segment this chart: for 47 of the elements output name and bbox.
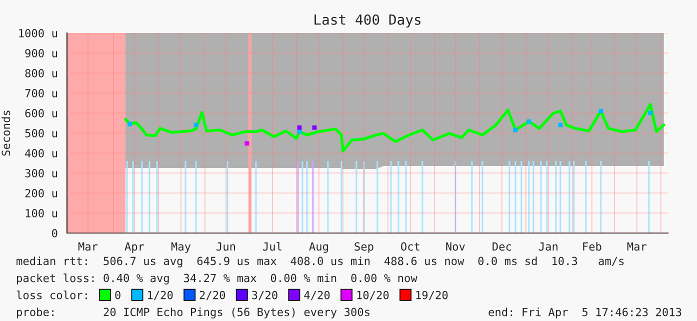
x-tick-label: Jul — [263, 242, 282, 251]
y-tick-label: 400 u — [25, 149, 57, 158]
y-tick-label: 200 u — [25, 189, 57, 198]
text: packet loss: 0.40 % avg 34.27 % max 0.00 % min 0.00 % now — [17, 274, 418, 284]
y-tick-label: 0 — [52, 229, 58, 238]
point — [297, 125, 302, 130]
legend-label: 0 — [115, 290, 120, 300]
y-axis-title: Seconds — [2, 110, 10, 156]
point — [513, 128, 518, 132]
y-tick-label: 900 u — [25, 49, 57, 58]
chart-title: Last 400 Days — [314, 14, 420, 28]
legend-label: 3/20 — [252, 290, 278, 300]
point — [648, 110, 653, 116]
x-tick-label: Mar — [78, 242, 98, 251]
y-tick-label: 800 u — [25, 69, 57, 78]
text: median rtt: 506.7 us avg 645.9 us max 408.0 us min 488.6 us now 0.0 ms sd 10.3 am/s — [16, 256, 624, 268]
text: end: Fri Apr 5 17:46:23 2013 — [488, 308, 682, 318]
y-tick-label: 1000 u — [19, 29, 57, 38]
x-tick-label: Aug — [309, 242, 328, 253]
point — [598, 108, 604, 114]
x-tick-label: Oct — [401, 242, 420, 251]
legend-label: 4/20 — [304, 290, 330, 300]
x-tick-label: Jun — [216, 242, 236, 251]
y-tick-label: 500 u — [25, 129, 57, 138]
point — [244, 141, 250, 146]
y-tick-label: 700 u — [25, 89, 57, 98]
x-tick-label: Feb — [583, 242, 602, 251]
x-tick-label: Dec — [492, 242, 512, 251]
legend-label: 2/20 — [200, 290, 226, 300]
x-tick-label: May — [171, 242, 191, 253]
legend-title: loss color: — [16, 290, 87, 300]
legend-label: 10/20 — [357, 290, 389, 300]
text: probe: 20 ICMP Echo Pings (56 Bytes) every 300s — [17, 308, 370, 318]
point — [558, 122, 563, 128]
y-tick-label: 100 u — [26, 209, 57, 218]
legend-label: 1/20 — [148, 290, 173, 300]
x-tick-label: Mar — [627, 242, 647, 251]
y-tick-label: 300 u — [25, 169, 57, 178]
x-tick-label: Nov — [446, 242, 465, 251]
x-tick-label: Sep — [354, 242, 374, 253]
point — [526, 119, 532, 124]
y-tick-label: 600 u — [25, 109, 57, 118]
line-series — [124, 103, 666, 152]
point — [312, 125, 317, 130]
legend-label: 19/20 — [416, 290, 448, 300]
x-tick-label: Jan — [538, 242, 558, 251]
x-tick-label: Apr — [124, 242, 144, 253]
